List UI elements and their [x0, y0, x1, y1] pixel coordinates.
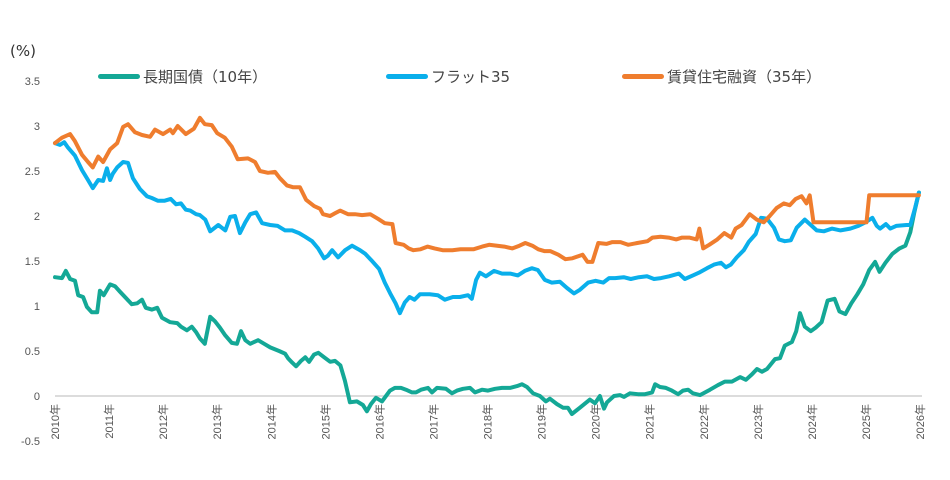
y-tick-label: -0.5 — [21, 436, 40, 448]
x-tick-label: 2024年 — [805, 404, 819, 439]
x-tick-label: 2011年 — [102, 404, 116, 439]
x-tick-label: 2016年 — [372, 404, 386, 439]
y-axis-unit-label: (%) — [10, 42, 36, 60]
x-tick-label: 2020年 — [589, 404, 603, 439]
x-tick-label: 2021年 — [643, 404, 657, 439]
y-tick-label: 2 — [34, 211, 40, 223]
legend-item-flat35: フラット35 — [386, 66, 510, 87]
legend-swatch-rental-housing-loan — [622, 74, 664, 79]
x-tick-label: 2013年 — [210, 404, 224, 439]
legend-item-rental-housing-loan: 賃貸住宅融資（35年） — [622, 66, 821, 87]
x-tick-label: 2018年 — [481, 404, 495, 439]
x-tick-label: 2015年 — [318, 404, 332, 439]
x-tick-label: 2022年 — [697, 404, 711, 439]
x-tick-label: 2025年 — [859, 404, 873, 439]
y-tick-label: 1 — [34, 301, 40, 313]
series-line-rental-housing-loan — [53, 115, 921, 264]
y-tick-label: 1.5 — [25, 256, 40, 268]
y-tick-label: 2.5 — [25, 166, 40, 178]
legend-swatch-flat35 — [386, 74, 428, 79]
series-line-jgb-10y — [53, 190, 921, 416]
y-tick-label: 3 — [34, 121, 40, 133]
x-tick-label: 2023年 — [751, 404, 765, 439]
x-axis: 2010年 2011年 2012年 2013年 2014年 2015年 2016年 2017年… — [48, 404, 927, 439]
legend-swatch-jgb-10y — [98, 74, 140, 79]
x-tick-label: 2012年 — [156, 404, 170, 439]
series-group — [53, 115, 921, 416]
x-tick-label: 2010年 — [48, 404, 62, 439]
x-tick-label: 2026年 — [913, 404, 927, 439]
legend-label-jgb-10y: 長期国債（10年） — [143, 68, 268, 86]
y-tick-label: 3.5 — [25, 76, 40, 88]
y-tick-label: 0.5 — [25, 346, 40, 358]
x-tick-label: 2019年 — [535, 404, 549, 439]
y-axis: 3.5 3 2.5 2 1.5 1 0.5 0 -0.5 — [21, 76, 40, 448]
legend-label-rental-housing-loan: 賃貸住宅融資（35年） — [667, 68, 822, 86]
legend-label-flat35: フラット35 — [431, 68, 511, 86]
y-tick-label: 0 — [34, 391, 40, 403]
x-tick-label: 2014年 — [264, 404, 278, 439]
x-tick-label: 2017年 — [426, 404, 440, 439]
legend-item-jgb-10y: 長期国債（10年） — [98, 66, 267, 87]
series-line-flat35 — [53, 140, 921, 316]
